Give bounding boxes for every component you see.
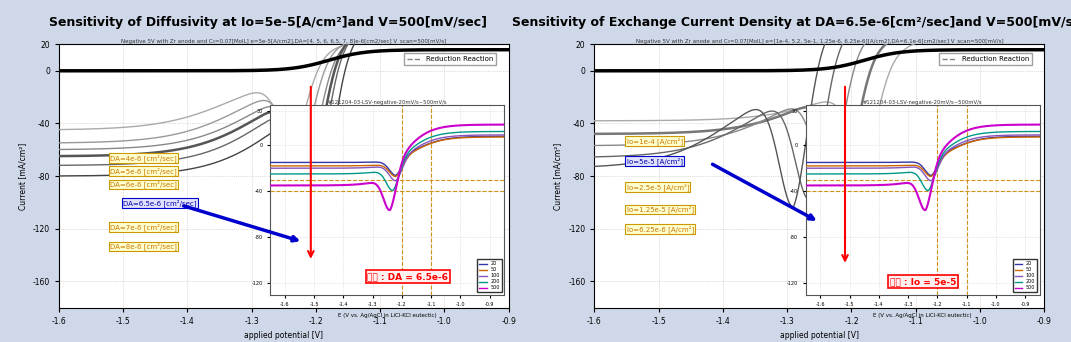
Title: Negative 5V with Zr anode and C₀=0.07[MoIL] e=[1e-4, 5.2, 5e-1, 1.25e-6, 6.25e-6: Negative 5V with Zr anode and C₀=0.07[Mo… [635, 38, 1004, 44]
Y-axis label: Current [mA/cm²]: Current [mA/cm²] [554, 143, 562, 210]
Text: DA=6e-6 [cm²/sec]: DA=6e-6 [cm²/sec] [110, 181, 177, 188]
Text: 최적 : DA = 6.5e-6: 최적 : DA = 6.5e-6 [367, 272, 449, 281]
Y-axis label: Current [mA/cm²]: Current [mA/cm²] [18, 143, 27, 210]
Text: DA=4e-6 [cm²/sec]: DA=4e-6 [cm²/sec] [110, 154, 177, 162]
Legend: Reduction Reaction: Reduction Reaction [939, 53, 1031, 65]
X-axis label: applied potential [V]: applied potential [V] [244, 331, 323, 340]
Title: Negative 5V with Zr anode and C₀=0.07[MoIL] e=5e-5[A/cm2],DA=[4, 5, 6, 6.5, 7, 8: Negative 5V with Zr anode and C₀=0.07[Mo… [121, 38, 447, 44]
Text: Io=2.5e-5 [A/cm²]: Io=2.5e-5 [A/cm²] [627, 183, 689, 191]
Text: Io=1.25e-5 [A/cm²]: Io=1.25e-5 [A/cm²] [627, 206, 694, 213]
Text: DA=7e-6 [cm²/sec]: DA=7e-6 [cm²/sec] [110, 223, 177, 231]
Legend: Reduction Reaction: Reduction Reaction [404, 53, 496, 65]
Text: Io=5e-5 [A/cm²]: Io=5e-5 [A/cm²] [627, 157, 682, 165]
Text: 최적 : Io = 5e-5: 최적 : Io = 5e-5 [890, 277, 956, 286]
Text: Io=6.25e-6 [A/cm²]: Io=6.25e-6 [A/cm²] [627, 225, 694, 233]
Text: Sensitivity of Exchange Current Density at DA=6.5e-6[cm²/sec]and V=500[mV/sec]: Sensitivity of Exchange Current Density … [512, 16, 1071, 29]
Text: Io=1e-4 [A/cm²]: Io=1e-4 [A/cm²] [627, 137, 682, 145]
Text: DA=6.5e-6 [cm²/sec]: DA=6.5e-6 [cm²/sec] [123, 199, 197, 207]
X-axis label: applied potential [V]: applied potential [V] [780, 331, 859, 340]
Text: DA=8e-6 [cm²/sec]: DA=8e-6 [cm²/sec] [110, 242, 177, 250]
Text: DA=5e-6 [cm²/sec]: DA=5e-6 [cm²/sec] [110, 168, 177, 175]
Text: Sensitivity of Diffusivity at Io=5e-5[A/cm²]and V=500[mV/sec]: Sensitivity of Diffusivity at Io=5e-5[A/… [49, 16, 486, 29]
